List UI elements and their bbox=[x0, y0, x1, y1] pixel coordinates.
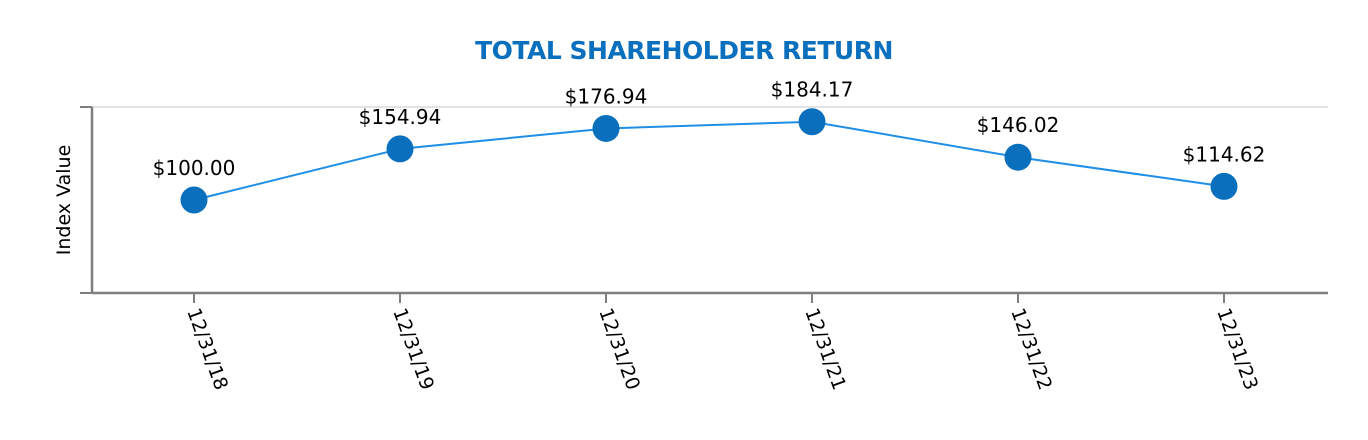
data-label: $176.94 bbox=[565, 84, 648, 108]
data-point-marker[interactable] bbox=[592, 114, 620, 142]
x-tick-label: 12/31/21 bbox=[800, 305, 850, 393]
data-point-marker[interactable] bbox=[1210, 172, 1238, 200]
x-tick-label: 12/31/23 bbox=[1212, 305, 1262, 393]
data-label: $146.02 bbox=[977, 113, 1060, 137]
data-label: $184.17 bbox=[771, 78, 854, 102]
data-point-marker[interactable] bbox=[180, 186, 208, 214]
data-point-marker[interactable] bbox=[386, 135, 414, 163]
x-tick-label: 12/31/20 bbox=[594, 305, 644, 393]
data-label: $154.94 bbox=[359, 105, 442, 129]
x-tick-label: 12/31/18 bbox=[182, 305, 232, 393]
data-label: $114.62 bbox=[1183, 142, 1266, 166]
x-tick-label: 12/31/19 bbox=[388, 305, 438, 393]
data-label: $100.00 bbox=[153, 156, 236, 180]
data-line bbox=[193, 120, 1225, 201]
data-point-marker[interactable] bbox=[798, 108, 826, 136]
chart-title: TOTAL SHAREHOLDER RETURN bbox=[475, 36, 893, 65]
x-tick-label: 12/31/22 bbox=[1006, 305, 1056, 393]
data-point-marker[interactable] bbox=[1004, 143, 1032, 171]
